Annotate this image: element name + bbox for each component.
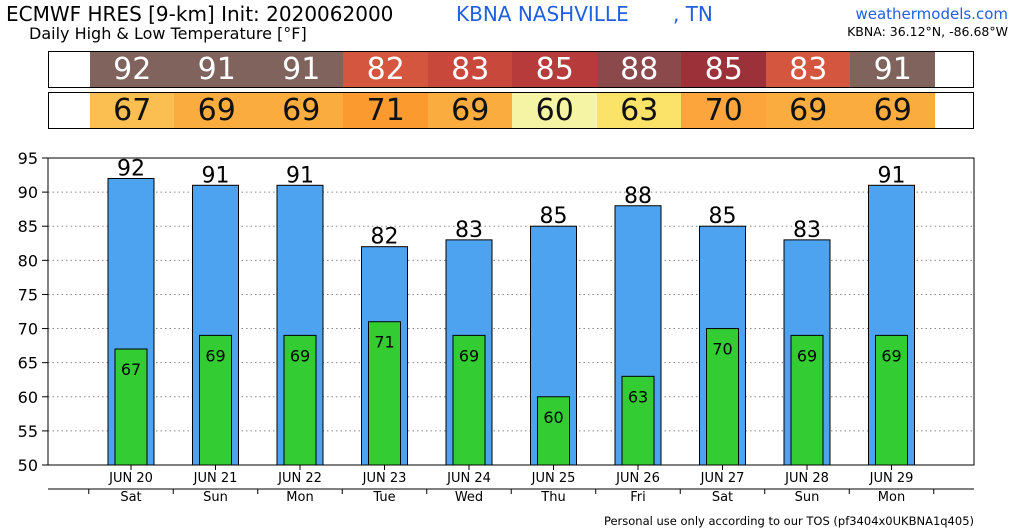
x-date-label: JUN 23 [362, 471, 407, 486]
y-tick-label: 65 [18, 354, 38, 373]
low-temp-cell: 69 [174, 93, 260, 128]
low-temp-cell: 69 [427, 93, 513, 128]
y-tick-label: 50 [18, 456, 38, 475]
high-value-label: 82 [371, 225, 399, 250]
low-bar [621, 375, 655, 466]
x-date-label: JUN 21 [193, 471, 238, 486]
high-value-label: 83 [793, 218, 821, 243]
high-temp-cell: 83 [765, 52, 851, 87]
high-temp-cell: 82 [343, 52, 429, 87]
high-value-label: 88 [624, 184, 652, 209]
high-value-label: 91 [202, 163, 230, 188]
x-weekday-label: Mon [878, 490, 905, 505]
low-bar [706, 328, 739, 466]
low-value-label: 69 [881, 346, 901, 365]
low-value-label: 69 [459, 346, 479, 365]
station-coords: KBNA: 36.12°N, -86.68°W [847, 24, 1008, 39]
x-date-label: JUN 20 [108, 471, 153, 486]
model-title: ECMWF HRES [9-km] Init: 2020062000 [6, 2, 394, 26]
high-value-label: 92 [117, 156, 145, 181]
low-bar [790, 334, 824, 466]
low-temp-cell: 63 [596, 93, 682, 128]
high-value-label: 91 [878, 163, 906, 188]
temperature-chart: 50 55 60 65 70 75 80 85 90 95 92 67 91 69 91 69 82 71 83 69… [18, 149, 975, 505]
low-value-label: 70 [712, 340, 732, 359]
station-name: KBNA NASHVILLE [456, 2, 629, 26]
station-state: , TN [673, 2, 713, 26]
low-temp-cell: 69 [765, 93, 851, 128]
x-date-label: JUN 26 [615, 471, 660, 486]
low-bar [114, 348, 148, 466]
x-date-label: JUN 22 [277, 471, 322, 486]
brand-link[interactable]: weathermodels.com [855, 5, 1008, 23]
high-temp-cell: 91 [850, 52, 936, 87]
x-date-label: JUN 27 [700, 471, 745, 486]
low-value-label: 69 [205, 346, 225, 365]
x-weekday-label: Fri [630, 490, 646, 505]
low-temp-cell: 71 [343, 93, 429, 128]
y-tick-label: 55 [18, 422, 38, 441]
low-temp-cell: 70 [681, 93, 767, 128]
low-value-label: 69 [797, 346, 817, 365]
y-tick-label: 90 [18, 183, 38, 202]
x-date-label: JUN 28 [784, 471, 829, 486]
y-tick-label: 85 [18, 217, 38, 236]
low-value-label: 69 [290, 346, 310, 365]
x-date-label: JUN 25 [531, 471, 576, 486]
high-temp-cell: 88 [596, 52, 682, 87]
low-value-label: 63 [628, 387, 648, 406]
x-weekday-label: Tue [372, 490, 395, 505]
plot-frame [47, 157, 975, 466]
low-bar [199, 334, 232, 466]
footer-note: Personal use only according to our TOS (… [603, 514, 974, 528]
low-temperature-strip: 67 69 69 71 69 60 63 70 69 69 [48, 92, 974, 129]
low-bar [537, 396, 570, 466]
high-value-label: 83 [455, 218, 483, 243]
y-tick-label: 60 [18, 388, 38, 407]
high-temp-cell: 92 [89, 52, 175, 87]
low-temp-cell: 69 [850, 93, 936, 128]
high-temperature-strip: 92 91 91 82 83 85 88 85 83 91 [48, 51, 974, 88]
y-tick-label: 80 [18, 251, 38, 270]
high-temp-cell: 83 [427, 52, 513, 87]
x-weekday-label: Thu [540, 490, 565, 505]
low-temp-cell: 69 [258, 93, 344, 128]
high-temp-cell: 91 [174, 52, 260, 87]
high-value-label: 91 [286, 163, 314, 188]
low-bar [283, 334, 317, 466]
y-tick-label: 95 [18, 149, 38, 168]
x-weekday-label: Sun [795, 490, 820, 505]
low-temp-cell: 67 [89, 93, 175, 128]
x-weekday-label: Mon [286, 490, 313, 505]
low-bar [875, 334, 908, 466]
high-value-label: 85 [540, 204, 568, 229]
x-weekday-label: Sat [120, 490, 141, 505]
x-weekday-label: Wed [455, 490, 483, 505]
chart-subtitle: Daily High & Low Temperature [°F] [29, 24, 307, 43]
y-tick-label: 70 [18, 320, 38, 339]
x-weekday-label: Sun [203, 490, 228, 505]
y-tick-label: 75 [18, 285, 38, 304]
low-value-label: 71 [374, 333, 394, 352]
high-temp-cell: 85 [512, 52, 598, 87]
low-bar [452, 334, 486, 466]
low-value-label: 60 [543, 408, 563, 427]
high-temp-cell: 91 [258, 52, 344, 87]
low-temp-cell: 60 [512, 93, 598, 128]
high-value-label: 85 [709, 204, 737, 229]
x-date-label: JUN 29 [869, 471, 914, 486]
x-weekday-label: Sat [712, 490, 733, 505]
high-temp-cell: 85 [681, 52, 767, 87]
x-date-label: JUN 24 [446, 471, 491, 486]
low-value-label: 67 [121, 360, 141, 379]
low-bar [368, 321, 401, 466]
